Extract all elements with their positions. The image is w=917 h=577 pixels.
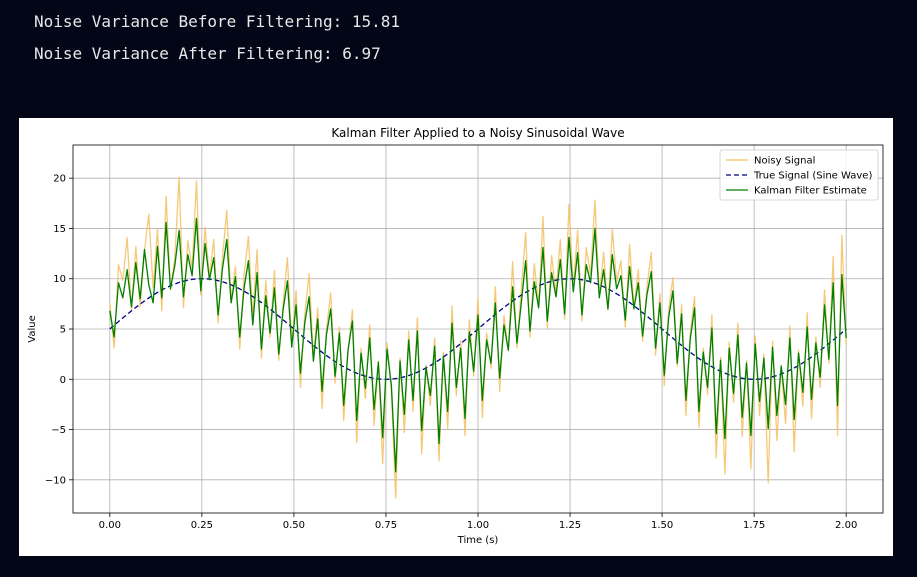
series-layer <box>109 176 847 499</box>
x-tick-label: 2.00 <box>835 520 857 531</box>
y-tick-label: 5 <box>60 325 66 336</box>
y-tick-label: 0 <box>60 375 66 386</box>
ticks: 0.00 0.25 0.50 0.75 1.00 1.25 1.50 1.75 2.00 20 15… <box>45 174 857 531</box>
chart-figure: 0.00 0.25 0.50 0.75 1.00 1.25 1.50 1.75 2.00 20 15… <box>19 118 893 556</box>
legend-entry: Noisy Signal <box>754 156 815 167</box>
series-noisy-signal <box>109 176 847 499</box>
series-kalman-estimate <box>109 217 847 473</box>
chart-title: Kalman Filter Applied to a Noisy Sinusoi… <box>331 126 624 140</box>
y-tick-label: −5 <box>51 425 66 436</box>
noise-variance-before-text: Noise Variance Before Filtering: 15.81 <box>34 12 401 31</box>
legend-entry: Kalman Filter Estimate <box>754 186 867 197</box>
y-axis-label: Value <box>27 315 38 342</box>
y-tick-label: 20 <box>53 174 66 185</box>
chart-canvas: 0.00 0.25 0.50 0.75 1.00 1.25 1.50 1.75 2.00 20 15… <box>27 126 884 546</box>
noise-variance-after-text: Noise Variance After Filtering: 6.97 <box>34 44 381 63</box>
x-tick-label: 0.25 <box>191 520 213 531</box>
x-tick-label: 0.75 <box>375 520 397 531</box>
x-tick-label: 0.00 <box>99 520 121 531</box>
y-tick-label: 15 <box>53 224 66 235</box>
x-tick-label: 1.25 <box>559 520 581 531</box>
x-tick-label: 1.00 <box>467 520 489 531</box>
y-tick-label: −10 <box>45 475 66 486</box>
x-axis-label: Time (s) <box>457 535 499 546</box>
x-tick-label: 1.75 <box>743 520 765 531</box>
x-tick-label: 1.50 <box>651 520 673 531</box>
legend-entry: True Signal (Sine Wave) <box>753 171 872 182</box>
legend-box <box>719 149 879 201</box>
legend: Noisy Signal True Signal (Sine Wave) Kalma… <box>719 149 879 201</box>
y-tick-label: 10 <box>53 274 66 285</box>
x-tick-label: 0.50 <box>283 520 305 531</box>
series-true-signal <box>109 278 847 380</box>
